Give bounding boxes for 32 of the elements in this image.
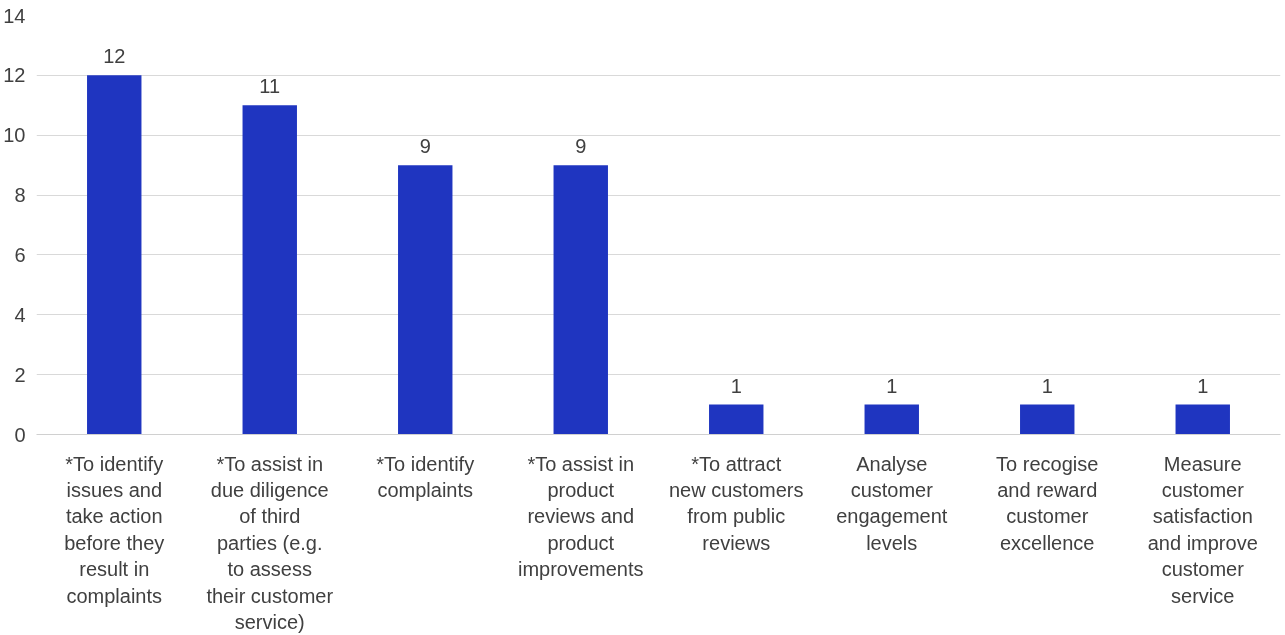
- data-label: 1: [1197, 374, 1209, 397]
- y-tick-label: 4: [14, 303, 26, 326]
- x-tick-label: *To identify issues and take action before they result in complaints: [64, 452, 165, 607]
- data-label: 1: [886, 374, 898, 397]
- bar: [1175, 404, 1230, 435]
- y-tick-label: 12: [3, 64, 26, 87]
- y-tick-label: 0: [14, 423, 26, 446]
- bar: [87, 75, 142, 435]
- data-label: 12: [103, 45, 126, 68]
- y-tick-label: 14: [3, 4, 26, 27]
- data-label: 11: [259, 75, 281, 98]
- data-label: 9: [419, 135, 431, 158]
- y-tick-label: 6: [14, 243, 26, 266]
- x-tick-label: *To assist in due diligence of third parties (e.g. to assess their customer service): [206, 452, 334, 633]
- bar: [709, 404, 764, 435]
- bar: [864, 404, 919, 435]
- bar: [242, 105, 297, 435]
- bar: [398, 165, 453, 435]
- data-label: 1: [1041, 374, 1053, 397]
- y-tick-label: 8: [14, 184, 26, 207]
- data-label: 9: [575, 135, 587, 158]
- x-tick-label: Measure customer satisfaction and improve customer service: [1147, 452, 1258, 607]
- bar: [1020, 404, 1075, 435]
- x-tick-label: *To attract new customers from public reviews: [669, 452, 804, 554]
- x-tick-label: To recogise and reward customer excellence: [996, 452, 1099, 554]
- x-tick-label: *To assist in product reviews and product improvements: [517, 452, 644, 581]
- y-tick-label: 10: [3, 124, 26, 147]
- y-tick-label: 2: [14, 363, 26, 386]
- bar: [553, 165, 608, 435]
- x-tick-label: *To identify complaints: [376, 452, 475, 501]
- x-tick-label: Analyse customer engagement levels: [836, 452, 948, 554]
- data-label: 1: [730, 374, 742, 397]
